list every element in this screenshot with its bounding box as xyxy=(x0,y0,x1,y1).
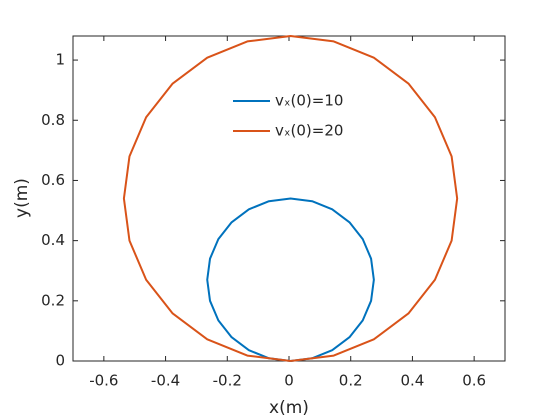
y-tick-label: 0.4 xyxy=(41,231,65,249)
x-axis-label: x(m) xyxy=(269,398,309,418)
y-tick-label: 0 xyxy=(55,352,65,370)
x-tick-label: 0 xyxy=(284,372,294,390)
x-tick-label: -0.2 xyxy=(213,372,242,390)
x-tick-label: 0.2 xyxy=(339,372,363,390)
x-tick-label: 0.4 xyxy=(400,372,424,390)
y-axis-label: y(m) xyxy=(12,178,32,218)
y-tick-label: 0.2 xyxy=(41,291,65,309)
y-tick-label: 0.6 xyxy=(41,171,65,189)
y-tick-label: 0.8 xyxy=(41,111,65,129)
series-line xyxy=(122,35,459,362)
x-tick-label: 0.6 xyxy=(462,372,486,390)
x-tick-label: -0.4 xyxy=(151,372,180,390)
legend-label: vₓ(0)=20 xyxy=(275,122,343,140)
y-tick-label: 1 xyxy=(55,51,65,69)
x-tick-label: -0.6 xyxy=(89,372,118,390)
legend-label: vₓ(0)=10 xyxy=(275,92,343,110)
series-line xyxy=(206,197,375,362)
